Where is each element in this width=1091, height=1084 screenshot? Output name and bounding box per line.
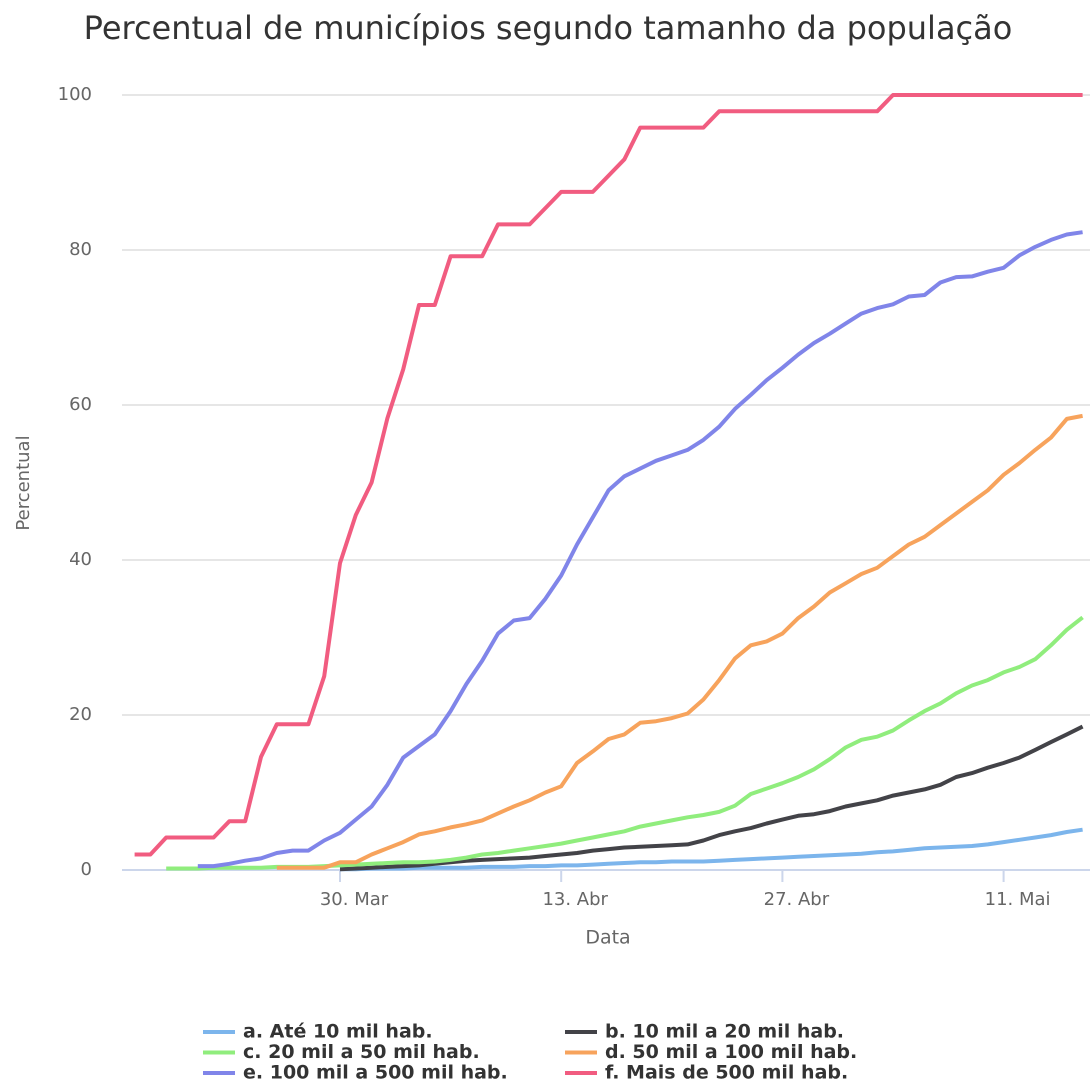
legend-label: a. Até 10 mil hab. (243, 1021, 433, 1043)
x-tick-label: 13. Abr (542, 889, 608, 910)
legend-label: f. Mais de 500 mil hab. (605, 1062, 848, 1084)
series-line (339, 724, 1084, 872)
chart-title: Percentual de municípios segundo tamanho… (84, 9, 1013, 47)
y-tick-label: 40 (69, 549, 92, 570)
x-tick-label: 30. Mar (320, 889, 389, 910)
y-tick-label: 20 (69, 704, 92, 725)
series-line (276, 413, 1083, 870)
legend-label: d. 50 mil a 100 mil hab. (605, 1041, 857, 1063)
series-line (134, 93, 1083, 857)
y-axis-title: Percentual (13, 435, 34, 530)
y-tick-label: 100 (58, 84, 92, 105)
x-tick-label: 11. Mai (985, 889, 1051, 910)
y-tick-label: 60 (69, 394, 92, 415)
series-line (197, 230, 1083, 869)
series-line (340, 827, 1083, 872)
series-line (166, 615, 1084, 871)
y-tick-label: 0 (81, 859, 92, 880)
legend-label: e. 100 mil a 500 mil hab. (243, 1062, 508, 1084)
legend-label: b. 10 mil a 20 mil hab. (605, 1021, 844, 1043)
x-axis-title: Data (585, 927, 630, 949)
y-tick-label: 80 (69, 239, 92, 260)
x-tick-label: 27. Abr (764, 889, 830, 910)
legend-label: c. 20 mil a 50 mil hab. (243, 1041, 480, 1063)
